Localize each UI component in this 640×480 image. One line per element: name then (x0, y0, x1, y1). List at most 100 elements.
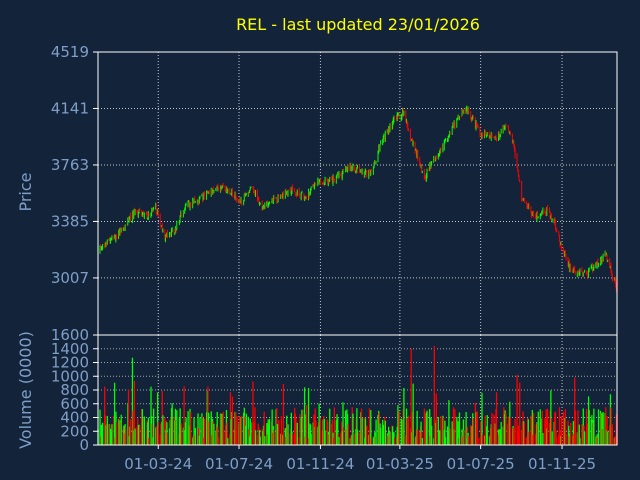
volume-bar (444, 420, 446, 445)
volume-bar (384, 416, 386, 445)
price-plot-area (98, 52, 617, 335)
volume-bar (270, 421, 273, 445)
volume-bar (447, 431, 449, 445)
volume-bar (184, 430, 186, 445)
volume-bar (165, 420, 167, 445)
volume-bar (442, 415, 444, 445)
volume-bar (446, 426, 449, 445)
price-tick-label: 4141 (51, 99, 89, 117)
volume-bar (313, 427, 316, 445)
volume-bar (611, 424, 614, 445)
volume-bar (310, 433, 312, 445)
volume-bar (305, 404, 308, 445)
volume-bar (171, 403, 173, 445)
volume-bar (564, 417, 566, 445)
volume-bar (180, 426, 182, 445)
volume-bar (143, 416, 146, 445)
volume-bar (303, 409, 305, 445)
volume-bar (346, 414, 349, 445)
volume-bar (458, 412, 461, 445)
volume-bar (212, 421, 214, 445)
volume-bar (540, 418, 543, 445)
volume-bar (267, 419, 269, 445)
volume-bar (495, 392, 498, 445)
volume-bar (296, 422, 298, 445)
volume-bar (141, 409, 144, 445)
volume-bar (560, 416, 563, 445)
volume-bar (264, 436, 266, 445)
volume-bar (465, 412, 467, 445)
volume-bar (503, 407, 505, 445)
volume-bar (356, 408, 358, 445)
volume-bar (536, 423, 539, 445)
volume-bar (386, 433, 388, 445)
volume-bar (499, 433, 502, 445)
volume-bar (489, 428, 492, 445)
volume-bar (382, 419, 384, 445)
volume-bar (280, 433, 282, 445)
volume-bar (369, 421, 371, 445)
volume-bar (370, 410, 372, 445)
volume-bar (382, 424, 385, 445)
volume-bar (193, 417, 195, 445)
volume-bar (578, 424, 580, 445)
volume-bar (355, 417, 357, 445)
volume-bar (225, 425, 227, 445)
volume-bar (590, 419, 592, 445)
volume-bar (531, 409, 533, 445)
volume-bar (344, 410, 347, 445)
date-tick-label: 01-03-25 (366, 455, 434, 473)
volume-bar (498, 434, 500, 445)
volume-bar (425, 413, 427, 445)
volume-bar (544, 418, 546, 445)
volume-bar (583, 425, 585, 445)
volume-bar (129, 426, 131, 445)
volume-bar (556, 437, 558, 445)
volume-bar (558, 434, 560, 445)
volume-bar (540, 421, 542, 445)
volume-bar (600, 413, 602, 445)
volume-bar (231, 396, 234, 445)
volume-bar (192, 437, 194, 445)
volume-bar (312, 422, 314, 445)
volume-bar (415, 436, 417, 445)
volume-bar (480, 432, 482, 445)
volume-bar (318, 403, 320, 445)
volume-plot-border (97, 334, 618, 446)
volume-bar (188, 425, 191, 445)
volume-bar (187, 411, 189, 445)
volume-tick-label: 200 (60, 422, 89, 440)
volume-bar (290, 428, 292, 445)
volume-bar (426, 410, 428, 445)
volume-bar (101, 424, 103, 445)
volume-bar (615, 414, 618, 445)
volume-bar (147, 417, 150, 445)
volume-bar (266, 434, 269, 445)
volume-bar (304, 436, 306, 445)
volume-bar (233, 429, 236, 445)
volume-bar (609, 425, 611, 445)
volume-bar (396, 426, 398, 445)
volume-bar (215, 431, 217, 445)
volume-bar (341, 421, 343, 445)
volume-bar (592, 419, 594, 445)
volume-bar (527, 417, 529, 445)
volume-bar (516, 374, 518, 445)
volume-bar (118, 418, 120, 445)
volume-bar (162, 415, 164, 445)
volume-bar (398, 411, 400, 445)
volume-bar (166, 422, 168, 445)
volume-bar (554, 412, 556, 445)
volume-bar (324, 430, 326, 445)
volume-bar (151, 423, 153, 445)
volume-bar (462, 419, 465, 445)
volume-bar (160, 423, 162, 445)
price-tick-label: 3007 (51, 269, 89, 287)
volume-axis-label: Volume (0000) (16, 331, 35, 449)
price-panel: 3007 3385 3763 4141 4519 (51, 43, 618, 336)
volume-bar (383, 434, 385, 445)
volume-bar (153, 408, 155, 445)
volume-bar (577, 410, 579, 445)
candles-group (97, 105, 618, 293)
volume-tick-label: 1600 (51, 326, 89, 344)
